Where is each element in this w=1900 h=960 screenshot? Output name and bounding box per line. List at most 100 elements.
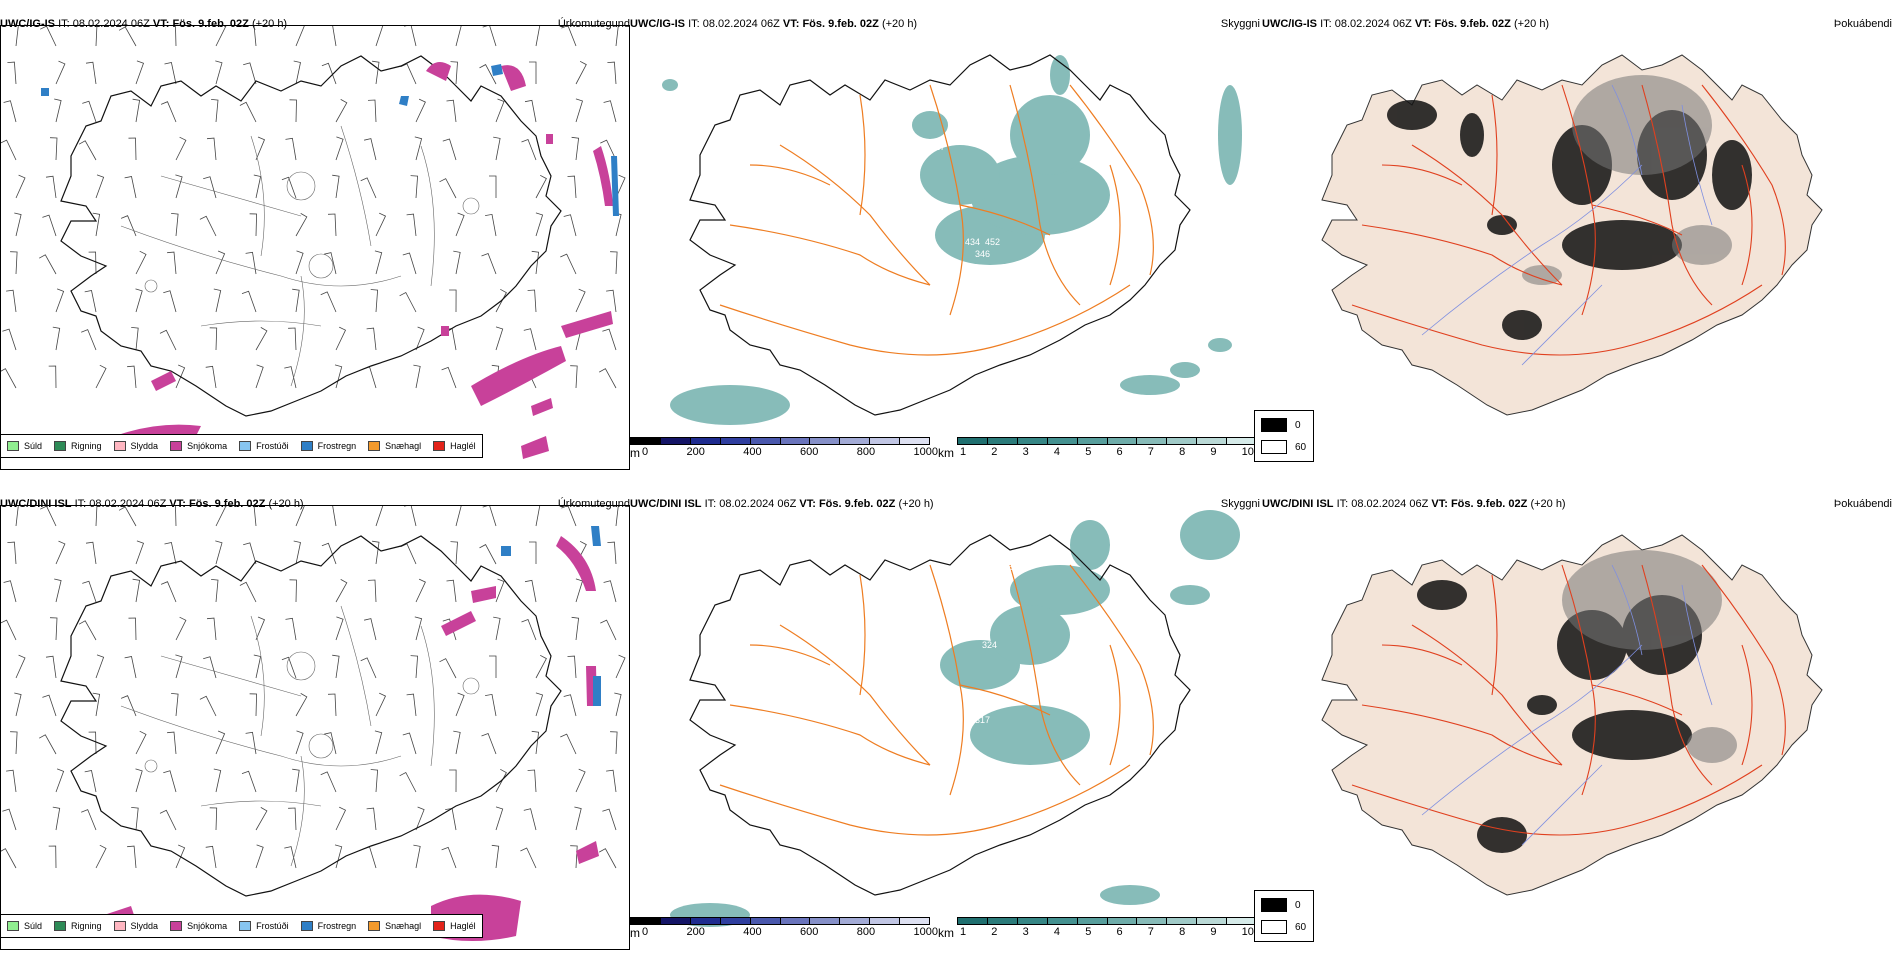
colorbar-tick: 1000: [913, 926, 938, 938]
field-name: Þokuábendi: [1833, 498, 1892, 510]
legend-label: Slydda: [130, 921, 159, 931]
legend-swatch: [7, 441, 19, 451]
legend-label: Frostregn: [317, 921, 357, 931]
ceiling-colorbar: [630, 917, 930, 925]
panel-header: UWC/IG-IS IT: 08.02.2024 06Z VT: Fös. 9.…: [630, 10, 1260, 38]
ceiling-labels: 333 217 60 434 452 346 316 329 14: [875, 102, 1010, 332]
panel-header: UWC/DINI ISL IT: 08.02.2024 06Z VT: Fös.…: [0, 490, 630, 518]
model-name: UWC/IG-IS: [630, 18, 685, 30]
visibility-patches: [662, 55, 1242, 425]
ceiling-value-label: 413: [930, 625, 945, 635]
legend-label: Haglél: [450, 441, 476, 451]
colorbar-tick: 4: [1053, 926, 1061, 938]
legend-swatch: [239, 441, 252, 451]
model-name: UWC/DINI ISL: [1262, 498, 1334, 510]
ceiling-value-label: 458: [1003, 562, 1018, 572]
panel-header: UWC/IG-IS IT: 08.02.2024 06Z VT: Fös. 9.…: [0, 10, 630, 38]
vt-value: Fös. 9.feb. 02Z: [1434, 18, 1511, 30]
field-name: Úrkomutegund: [557, 18, 630, 30]
it-label: IT:: [704, 498, 717, 510]
legend-item: Snjókoma: [170, 441, 227, 451]
field-name: Þokuábendi: [1833, 18, 1892, 30]
it-value: 08.02.2024 06Z: [719, 498, 797, 510]
colorbar-tick: 10: [1241, 446, 1254, 458]
colorbar-tick: 2: [991, 926, 998, 938]
ceiling-value-label: 543: [890, 669, 905, 679]
fog-legend-swatch: [1261, 418, 1287, 432]
legend-swatch: [300, 441, 313, 451]
colorbar-tick: 1: [960, 446, 967, 458]
colorbar-segment: [1137, 918, 1168, 924]
ceiling-value-label: 64: [960, 612, 970, 622]
colorbar-segment: [660, 918, 691, 924]
map-frame: 333 217 60 434 452 346 316 329 14: [630, 25, 1260, 470]
fog-legend-label: 60: [1295, 921, 1307, 933]
legend-swatch: [170, 921, 183, 931]
legend-item: Slydda: [113, 921, 159, 931]
ceiling-value-label: 14: [875, 322, 885, 332]
legend-swatch: [368, 921, 381, 931]
legend-label: Rigning: [71, 921, 102, 931]
map-frame: 458 413 64 324 543 763 317 337: [630, 505, 1260, 950]
panel-header: UWC/DINI ISL IT: 08.02.2024 06Z VT: Fös.…: [1262, 490, 1892, 518]
model-name: UWC/IG-IS: [1262, 18, 1317, 30]
it-label: IT:: [1336, 498, 1349, 510]
colorbar-segment: [1197, 438, 1228, 444]
legend-item: Slydda: [113, 441, 159, 451]
colorbar-tick: 6: [1116, 446, 1123, 458]
colorbar-segment: [810, 438, 841, 444]
colorbar-segment: [690, 918, 721, 924]
lead-time: (+20 h): [881, 18, 918, 30]
panel-header: UWC/DINI ISL IT: 08.02.2024 06Z VT: Fös.…: [630, 490, 1260, 518]
colorbars: m 0 200 400 600 800 1000 km 1 2 3 4 5 6 7 8 9 10: [630, 917, 1260, 945]
ceiling-value-label: 217: [930, 142, 945, 152]
colorbar-tick: 8: [1179, 926, 1186, 938]
colorbar-segment: [750, 438, 781, 444]
map-frame: [0, 25, 630, 470]
legend-label: Slydda: [130, 441, 159, 451]
ceiling-value-label: 333: [995, 102, 1010, 112]
visibility-patches: [670, 510, 1240, 927]
legend-swatch: [54, 441, 67, 451]
legend-item: Frostregn: [300, 921, 357, 931]
fog-legend: 0 60: [1254, 410, 1314, 462]
visibility-colorbar: [957, 917, 1257, 925]
legend-swatch: [170, 441, 183, 451]
ceiling-value-label: 316: [985, 267, 1000, 277]
legend-item: Snjókoma: [170, 921, 227, 931]
terrain-lines: [120, 125, 480, 387]
colorbar-segment: [1107, 438, 1138, 444]
colorbar-segment: [900, 438, 930, 444]
colorbar-segment: [958, 438, 988, 444]
colorbar-tick: 5: [1085, 446, 1092, 458]
colorbar-segment: [631, 438, 661, 444]
field-name: Skyggni: [1220, 498, 1260, 510]
it-value: 08.02.2024 06Z: [72, 18, 150, 30]
colorbar-segment: [660, 438, 691, 444]
panel-fog-igis: UWC/IG-IS IT: 08.02.2024 06Z VT: Fös. 9.…: [1254, 10, 1892, 480]
colorbar-segment: [810, 918, 841, 924]
colorbar-tick: 1: [960, 926, 967, 938]
ceiling-value-label: 434: [965, 237, 980, 247]
it-value: 08.02.2024 06Z: [1351, 498, 1429, 510]
field-name: Skyggni: [1220, 18, 1260, 30]
fog-legend-label: 60: [1295, 441, 1307, 453]
fog-legend-item: 0: [1261, 898, 1301, 912]
fog-legend-label: 0: [1295, 419, 1301, 431]
colorbar-tick: 200: [686, 446, 705, 458]
roads: [1351, 84, 1786, 356]
legend-label: Súld: [24, 921, 43, 931]
field-name: Úrkomutegund: [557, 498, 630, 510]
it-value: 08.02.2024 06Z: [1334, 18, 1412, 30]
legend-item: Snæhagl: [368, 921, 421, 931]
legend-item: Snæhagl: [368, 441, 421, 451]
wind-barbs: [1, 506, 626, 869]
colorbar-segment: [1167, 438, 1198, 444]
it-label: IT:: [1320, 18, 1332, 30]
ceiling-unit: m: [630, 446, 640, 460]
ceiling-value-label: 763: [965, 697, 980, 707]
legend-item: Haglél: [433, 921, 476, 931]
roads: [1351, 564, 1786, 836]
rivers: [1421, 84, 1713, 366]
ceiling-labels: 458 413 64 324 543 763 317 337: [880, 562, 1018, 793]
